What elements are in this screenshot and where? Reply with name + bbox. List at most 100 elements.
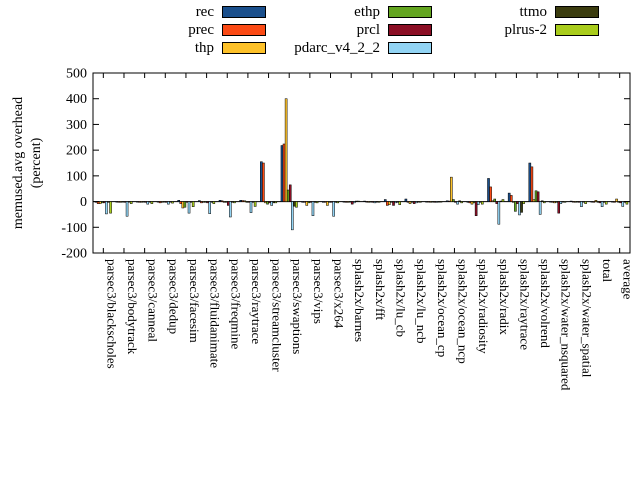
legend-swatch-icon <box>222 24 266 36</box>
bar <box>101 201 104 204</box>
bar <box>540 200 544 202</box>
bar <box>412 201 416 204</box>
bar <box>158 201 162 204</box>
bar <box>260 161 263 202</box>
x-tick-label: splash2x/volrend <box>538 259 553 348</box>
bar <box>611 201 614 203</box>
bar <box>309 201 313 203</box>
bar <box>103 201 106 204</box>
x-tick-label: parsec3/fluidanimate <box>208 259 223 368</box>
legend-swatch-icon <box>555 24 599 36</box>
bar <box>466 201 470 203</box>
bar <box>600 201 604 207</box>
bar <box>191 201 195 207</box>
legend-label: thp <box>194 40 214 56</box>
x-tick-label: total <box>600 259 615 282</box>
bar <box>274 201 278 204</box>
bar <box>536 191 540 202</box>
bar <box>615 198 618 202</box>
bar <box>495 201 499 204</box>
bar <box>390 201 393 203</box>
bar <box>559 201 563 204</box>
bar <box>123 201 127 203</box>
bar <box>251 201 255 203</box>
bar <box>414 201 418 204</box>
bar <box>576 201 579 203</box>
bar <box>328 201 331 203</box>
bar <box>150 201 154 204</box>
bar <box>266 201 269 205</box>
bar <box>332 201 335 217</box>
legend-label: rec <box>195 4 214 20</box>
bar <box>218 200 222 202</box>
bar <box>336 201 340 204</box>
bar <box>187 201 191 214</box>
x-tick-label: splash2x/water_spatial <box>579 259 594 378</box>
bar <box>447 200 451 202</box>
x-tick-label: parsec3/blackscholes <box>104 259 119 369</box>
bar <box>291 201 294 231</box>
bar <box>456 201 459 205</box>
bar <box>264 201 267 204</box>
x-tick-label: parsec3/x264 <box>332 259 347 329</box>
bar <box>231 201 234 203</box>
bar <box>189 201 193 203</box>
legend-swatch-icon <box>555 6 599 18</box>
bar <box>571 201 575 203</box>
x-tick-label: parsec3/swaptions <box>290 259 305 354</box>
bar <box>167 201 170 205</box>
bar <box>363 200 366 202</box>
bar <box>105 201 108 215</box>
bar <box>458 200 461 202</box>
bar <box>450 176 453 202</box>
bar <box>425 201 428 203</box>
bar <box>371 201 375 203</box>
bar <box>398 201 401 205</box>
bar <box>115 201 119 203</box>
bar <box>619 201 622 204</box>
bar <box>487 178 490 202</box>
bar <box>573 201 577 203</box>
bar <box>578 201 581 203</box>
bar <box>241 200 245 202</box>
bar <box>270 201 273 206</box>
bar <box>206 201 209 204</box>
bar <box>249 201 253 213</box>
bar <box>555 201 558 203</box>
bar <box>162 201 166 203</box>
bar <box>334 201 337 203</box>
bar <box>538 201 542 215</box>
bar <box>224 201 228 203</box>
legend-label: ethp <box>354 4 380 20</box>
bar <box>121 201 125 203</box>
bar <box>530 166 534 202</box>
bar <box>497 201 501 225</box>
bar <box>210 201 214 203</box>
y-tick-label: 300 <box>66 118 87 133</box>
bar <box>584 201 587 204</box>
bar <box>247 201 251 203</box>
x-tick-label: parsec3/streamcluster <box>270 259 285 372</box>
bar <box>491 200 494 202</box>
bar <box>284 98 288 202</box>
legend-swatch-icon <box>222 42 266 54</box>
bar <box>406 201 410 203</box>
bar <box>602 201 606 203</box>
bar <box>315 201 319 204</box>
bar <box>460 201 463 204</box>
bar <box>229 201 232 218</box>
bar <box>563 201 567 203</box>
x-tick-label: splash2x/ocean_cp <box>435 259 450 357</box>
bar <box>280 145 284 202</box>
legend-label: plrus-2 <box>504 22 548 38</box>
bar <box>439 201 443 203</box>
bar <box>352 201 356 204</box>
legend: rec prec thp ethp prcl pdarc_v4_2_2 ttmo plrus-… <box>0 0 640 62</box>
bar <box>472 201 476 204</box>
bar <box>509 195 513 202</box>
bar <box>253 201 257 207</box>
bar <box>596 201 600 203</box>
x-tick-label: parsec3/vips <box>311 259 326 324</box>
bar <box>417 201 420 203</box>
bar <box>520 201 523 213</box>
